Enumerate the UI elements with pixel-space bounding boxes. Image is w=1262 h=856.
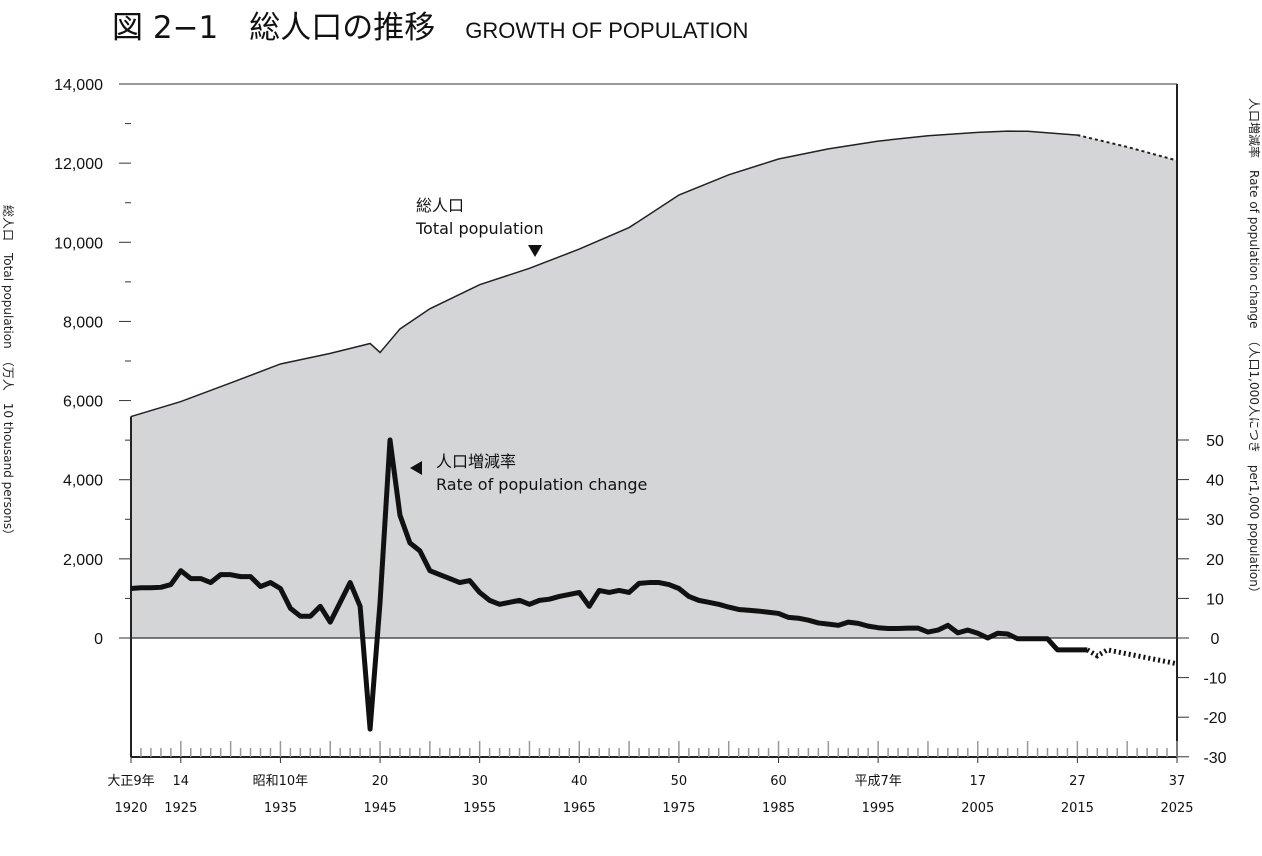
x-era-label: 昭和10年 [253, 774, 309, 789]
rate-projection-line [1086, 647, 1178, 667]
right-tick-label: 30 [1206, 512, 1224, 529]
x-tick-label: 1955 [463, 801, 496, 816]
x-tick-label: 1975 [662, 801, 695, 816]
left-tick-label: 12,000 [54, 156, 103, 173]
left-tick-label: 4,000 [63, 473, 103, 490]
left-axis-title: 総人口 Total population （万人 10 thousand per… [1, 205, 15, 541]
left-tick-label: 10,000 [54, 235, 103, 252]
x-era-label: 60 [770, 774, 787, 789]
x-tick-label: 1985 [762, 801, 795, 816]
right-tick-label: -20 [1203, 710, 1226, 727]
right-tick-label: -10 [1203, 671, 1226, 688]
left-triangle-icon [410, 461, 422, 475]
x-era-label: 50 [671, 774, 688, 789]
x-era-label: 17 [969, 774, 986, 789]
population-annotation-jp: 総人口 [416, 196, 464, 215]
left-tick-label: 6,000 [63, 394, 103, 411]
right-tick-label: 0 [1211, 631, 1220, 648]
x-tick-label: 1920 [114, 801, 147, 816]
x-era-label: 37 [1169, 774, 1186, 789]
right-tick-label: 20 [1206, 552, 1224, 569]
rate-annotation-en: Rate of population change [436, 475, 647, 494]
x-tick-label: 2005 [961, 801, 994, 816]
right-tick-label: 50 [1206, 433, 1224, 450]
x-era-label: 40 [571, 774, 588, 789]
x-tick-label: 1935 [264, 801, 297, 816]
x-tick-label: 2025 [1160, 801, 1193, 816]
x-era-label: 20 [372, 774, 389, 789]
x-tick-label: 2015 [1061, 801, 1094, 816]
title-jp: 図 2−1 総人口の推移 [112, 10, 436, 46]
chart-title: 図 2−1 総人口の推移 GROWTH OF POPULATION [112, 2, 748, 47]
population-area [131, 131, 1177, 639]
left-tick-label: 8,000 [63, 314, 103, 331]
x-era-label: 14 [173, 774, 190, 789]
rate-line [130, 437, 1088, 732]
rate-annotation-jp: 人口増減率 [436, 452, 516, 471]
population-projection-line [1077, 134, 1178, 162]
right-tick-label: 40 [1206, 473, 1224, 490]
title-en: GROWTH OF POPULATION [465, 18, 749, 43]
x-tick-label: 1945 [364, 801, 397, 816]
population-line [130, 130, 1078, 418]
right-tick-label: -30 [1203, 750, 1226, 767]
x-tick-label: 1965 [563, 801, 596, 816]
x-tick-label: 1925 [164, 801, 197, 816]
x-era-label: 30 [471, 774, 488, 789]
down-triangle-icon [528, 245, 542, 257]
left-tick-label: 2,000 [63, 552, 103, 569]
right-tick-label: 10 [1206, 591, 1224, 608]
x-tick-label: 1995 [862, 801, 895, 816]
right-axis-title: 人口増減率 Rate of population change （人口1,000… [1247, 98, 1262, 599]
left-tick-label: 0 [94, 631, 103, 648]
left-tick-label: 14,000 [54, 77, 103, 94]
population-annotation-en: Total population [415, 219, 544, 238]
x-era-label: 27 [1069, 774, 1086, 789]
x-era-label: 平成7年 [855, 774, 902, 789]
x-era-label: 大正9年 [107, 774, 154, 789]
